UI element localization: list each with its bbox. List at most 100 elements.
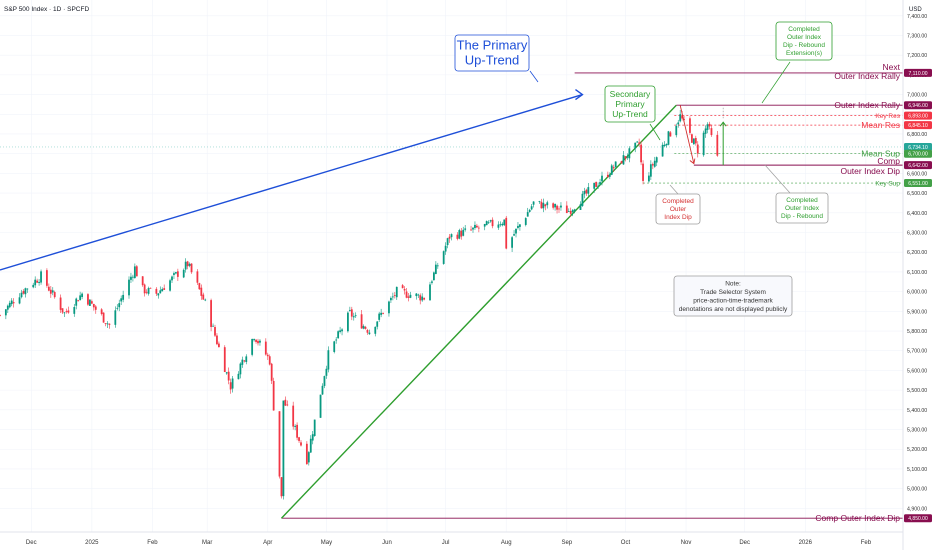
candle-body [46,270,48,286]
candle-body [22,291,25,294]
candle-body [446,238,449,246]
x-tick-label: Apr [263,540,272,546]
candle-body [325,368,328,376]
candle-body [628,148,631,159]
candle-body [364,326,367,329]
completed-rebound-callout-line: Dip - Rebound [781,213,823,220]
candle-body [683,119,685,120]
candle-body [669,132,672,137]
candle-body [90,301,93,304]
x-tick-label: Sep [561,540,572,546]
candle-body [382,312,384,314]
candle-body [716,134,719,156]
candle-body [157,293,160,296]
candle-body [417,294,420,296]
candle-body [423,297,426,300]
candle-body [333,341,336,352]
candle-body [606,174,609,178]
candle-body [583,191,586,195]
candle-body [309,438,312,453]
completed-extension-callout-line: Outer Index [787,34,822,41]
candle-body [120,298,123,302]
candle-body [530,206,533,210]
candle-body [307,452,310,463]
x-tick-label: Dec [26,540,37,546]
candle-body [259,340,261,343]
completed-extension-callout-line: Dip - Rebound [783,42,825,49]
candle-body [544,204,547,207]
candle-body [36,280,39,283]
candle-body [32,284,35,288]
candle-body [655,157,658,163]
trendline-secondary-uptrend [280,104,677,519]
candle-body [648,175,650,182]
candle-body [436,265,439,267]
candle-body [528,209,531,212]
candle-body [622,155,625,165]
candle-body [282,400,285,497]
candle-body [526,212,529,217]
candle-body [335,339,338,341]
candle-body [477,227,480,229]
primary-trend-callout-box [454,34,530,72]
candle-body [585,189,588,194]
candle-body [147,288,150,294]
candle-body [360,314,363,329]
candle-body [649,164,652,177]
candle-body [491,219,494,227]
secondary-trend-callout-line: Secondary [610,89,651,99]
candle-body [323,376,326,386]
candle-body [212,325,214,327]
x-axis[interactable]: Dec 2025 Feb Mar Apr May Jun Jul Aug Sep Oct Nov Dec… [0,531,903,546]
rebound-arrowhead [719,121,727,127]
candle-body [348,310,351,311]
candle-body [378,313,381,320]
y-tick-label: 5,900.00 [907,309,927,315]
note-callout-line: Note: [725,281,741,288]
candle-body [327,350,330,370]
completed-extension-callout-line: Extension(s) [786,50,822,57]
candle-body [92,303,95,308]
candle-body [433,272,435,281]
candle-body [251,338,254,355]
candle-body [130,276,132,280]
candle-body [593,182,596,189]
candle-body [626,156,629,158]
candle-body [175,272,177,274]
note-callout-line: Trade Selector System [700,289,766,296]
candle-body [53,292,56,298]
candle-body [79,295,82,301]
candle-body [350,309,353,317]
candle-body [421,296,424,301]
y-tick-label: 5,700.00 [907,349,927,355]
candle-body [264,341,267,355]
candle-body [487,222,490,224]
candle-body [292,405,295,427]
candle-body [624,156,627,159]
dip-arrowhead [689,158,696,165]
candle-body [61,308,64,313]
candle-body [106,323,109,325]
level-label: Key Sup [875,181,900,188]
candle-body [560,205,562,208]
candle-body [89,299,91,306]
completed-rebound-callout-box [775,192,829,224]
candle-body [515,228,517,234]
price-tag [904,68,932,77]
candle-body [380,312,383,315]
y-axis[interactable]: 4,900.00 5,000.00 5,100.00 5,200.00 5,300.00… [902,0,932,550]
candle-body [464,228,467,230]
candle-body [321,385,324,395]
candle-body [519,224,521,227]
candle-body [407,296,410,298]
price-tag-label: 4,850.00 [908,516,928,522]
candle-body [227,371,230,381]
completed-extension-callout-box [775,21,833,61]
x-tick-label: 2026 [799,540,813,546]
candle-body [280,477,283,497]
y-tick-label: 5,500.00 [907,388,927,394]
candle-body [679,114,682,122]
candle-body [677,122,680,125]
